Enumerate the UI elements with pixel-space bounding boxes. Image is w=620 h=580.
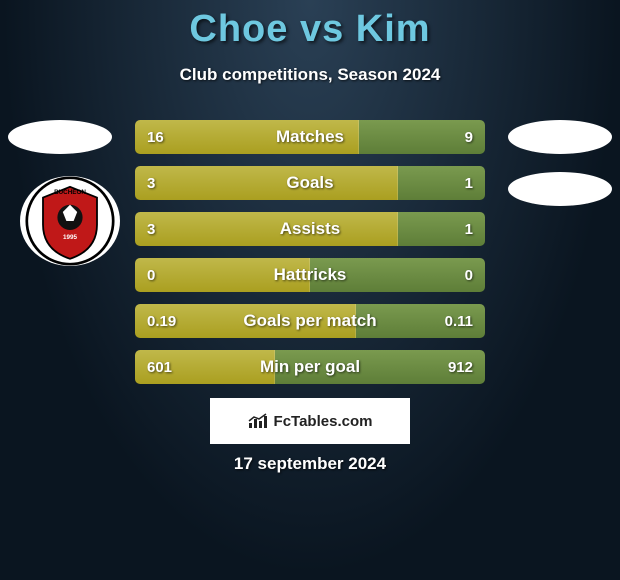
stat-value-left: 0.19 xyxy=(147,304,176,338)
stat-bar-left xyxy=(135,212,398,246)
stat-value-left: 0 xyxy=(147,258,155,292)
stat-value-right: 0 xyxy=(465,258,473,292)
stat-value-left: 3 xyxy=(147,166,155,200)
comparison-bars: 169Matches31Goals31Assists00Hattricks0.1… xyxy=(135,120,485,396)
brand-text: FcTables.com xyxy=(274,413,373,430)
chart-icon xyxy=(248,413,268,429)
brand-badge: FcTables.com xyxy=(210,398,410,444)
player-left-placeholder-top xyxy=(8,120,112,154)
stat-bar-left xyxy=(135,166,398,200)
stat-value-left: 16 xyxy=(147,120,164,154)
stat-value-right: 1 xyxy=(465,166,473,200)
stat-row: 169Matches xyxy=(135,120,485,154)
page-subtitle: Club competitions, Season 2024 xyxy=(0,65,620,85)
stat-value-left: 3 xyxy=(147,212,155,246)
stat-bar-left xyxy=(135,120,359,154)
stat-value-right: 1 xyxy=(465,212,473,246)
club-logo-year: 1995 xyxy=(63,234,78,241)
stat-value-right: 0.11 xyxy=(445,304,473,338)
page-title: Choe vs Kim xyxy=(0,0,620,51)
stat-row: 601912Min per goal xyxy=(135,350,485,384)
stat-row: 0.190.11Goals per match xyxy=(135,304,485,338)
stat-row: 31Goals xyxy=(135,166,485,200)
stat-bar-left xyxy=(135,258,310,292)
player-right-placeholder-bottom xyxy=(508,172,612,206)
stat-row: 31Assists xyxy=(135,212,485,246)
stat-value-left: 601 xyxy=(147,350,172,384)
stat-bar-right xyxy=(310,258,485,292)
stat-value-right: 912 xyxy=(448,350,473,384)
date-text: 17 september 2024 xyxy=(0,454,620,474)
player-right-placeholder-top xyxy=(508,120,612,154)
stat-row: 00Hattricks xyxy=(135,258,485,292)
club-logo-left: BUCHEON 1995 xyxy=(20,176,120,266)
stat-value-right: 9 xyxy=(465,120,473,154)
club-logo-text-top: BUCHEON xyxy=(54,189,86,196)
